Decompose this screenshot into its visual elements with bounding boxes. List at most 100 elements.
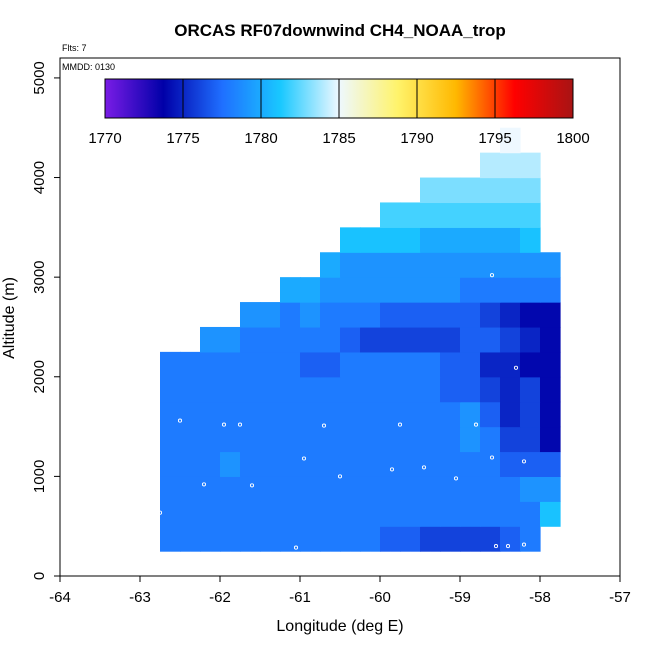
heatmap-cell — [380, 501, 401, 527]
heatmap-cell — [520, 202, 541, 228]
heatmap-cell — [200, 426, 221, 453]
heatmap-cell — [440, 351, 461, 378]
heatmap-cell — [260, 426, 281, 453]
y-tick-label: 4000 — [31, 161, 48, 194]
heatmap-cell — [360, 302, 381, 328]
heatmap-cell — [180, 526, 201, 552]
heatmap-cell — [440, 177, 461, 204]
heatmap-cell — [380, 277, 401, 303]
heatmap-cell — [260, 501, 281, 527]
x-tick-label: -63 — [129, 589, 151, 606]
y-tick-label: 2000 — [31, 360, 48, 393]
heatmap-cell — [280, 326, 301, 353]
heatmap-cell — [540, 302, 561, 328]
heatmap-cell — [440, 451, 461, 477]
x-tick-label: -64 — [49, 589, 71, 606]
heatmap-cell — [360, 252, 381, 278]
heatmap-cell — [540, 501, 561, 527]
heatmap-cell — [240, 501, 261, 527]
heatmap-cell — [520, 476, 541, 502]
flight-point — [389, 467, 395, 472]
heatmap-cell — [520, 401, 541, 428]
heatmap-cell — [280, 451, 301, 477]
heatmap-cell — [300, 476, 321, 502]
heatmap-cell — [220, 526, 241, 552]
heatmap-cell — [500, 277, 521, 303]
heatmap-cell — [520, 302, 541, 328]
heatmap-cell — [160, 451, 181, 477]
heatmap-cell — [180, 401, 201, 428]
heatmap-cell — [400, 526, 421, 552]
heatmap-cell — [320, 376, 341, 403]
heatmap-cell — [460, 476, 481, 502]
heatmap-cell — [320, 526, 341, 552]
heatmap-cell — [500, 202, 521, 228]
y-tick-label: 1000 — [31, 460, 48, 493]
heatmap-cell — [440, 202, 461, 228]
heatmap-cell — [300, 277, 321, 303]
heatmap-cell — [520, 451, 541, 477]
flight-point — [177, 558, 183, 563]
heatmap-cell — [480, 501, 501, 527]
heatmap-cell — [520, 426, 541, 453]
heatmap-cell — [500, 401, 521, 428]
heatmap-cell — [500, 302, 521, 328]
heatmap-cell — [540, 376, 561, 403]
heatmap-cell — [520, 501, 541, 527]
heatmap-cell — [320, 501, 341, 527]
heatmap-cell — [440, 277, 461, 303]
heatmap-cell — [360, 351, 381, 378]
flight-point — [293, 545, 299, 550]
flight-point — [201, 482, 207, 487]
heatmap-cell — [440, 501, 461, 527]
heatmap-cell — [440, 302, 461, 328]
heatmap-cell — [460, 376, 481, 403]
heatmap-cell — [380, 376, 401, 403]
heatmap-cell — [380, 401, 401, 428]
plot-frame — [59, 57, 621, 577]
flight-point — [493, 544, 499, 549]
heatmap-cell — [160, 501, 181, 527]
heatmap-cell — [480, 526, 501, 552]
flight-point — [449, 558, 455, 563]
heatmap-cell — [320, 252, 341, 278]
heatmap-cell — [520, 326, 541, 353]
heatmap-cell — [220, 376, 241, 403]
heatmap-cell — [260, 451, 281, 477]
heatmap-cell — [360, 326, 381, 353]
heatmap-cell — [460, 202, 481, 228]
heatmap-cell — [320, 277, 341, 303]
heatmap-cell — [360, 277, 381, 303]
x-tick-label: -59 — [449, 589, 471, 606]
heatmap-cell — [320, 476, 341, 502]
flight-point — [157, 558, 163, 563]
heatmap-cell — [400, 302, 421, 328]
heatmap-cell — [280, 351, 301, 378]
heatmap-cell — [200, 326, 221, 353]
date-note: MMDD: 0130 — [62, 62, 115, 72]
heatmap-cell — [520, 277, 541, 303]
heatmap-cell — [540, 326, 561, 353]
heatmap-cell — [320, 351, 341, 378]
heatmap-cell — [480, 426, 501, 453]
colorbar: 1770 1775 1780 1785 1790 1795 1800 — [88, 78, 590, 147]
heatmap-cell — [460, 177, 481, 204]
heatmap-cell — [220, 501, 241, 527]
heatmap-cell — [180, 376, 201, 403]
heatmap-cell — [240, 302, 261, 328]
heatmap-cell — [240, 401, 261, 428]
flight-point — [473, 422, 479, 427]
heatmap-cell — [400, 227, 421, 253]
heatmap-cell — [220, 401, 241, 428]
heatmap-cell — [180, 501, 201, 527]
heatmap-cell — [340, 252, 361, 278]
flight-point — [513, 365, 519, 370]
flight-point — [221, 422, 227, 427]
heatmap-cell — [240, 376, 261, 403]
heatmap-cell — [220, 426, 241, 453]
heatmap-cell — [280, 501, 301, 527]
heatmap-cell — [300, 526, 321, 552]
heatmap-cell — [340, 476, 361, 502]
heatmap-cell — [420, 501, 441, 527]
x-tick-label: -60 — [369, 589, 391, 606]
